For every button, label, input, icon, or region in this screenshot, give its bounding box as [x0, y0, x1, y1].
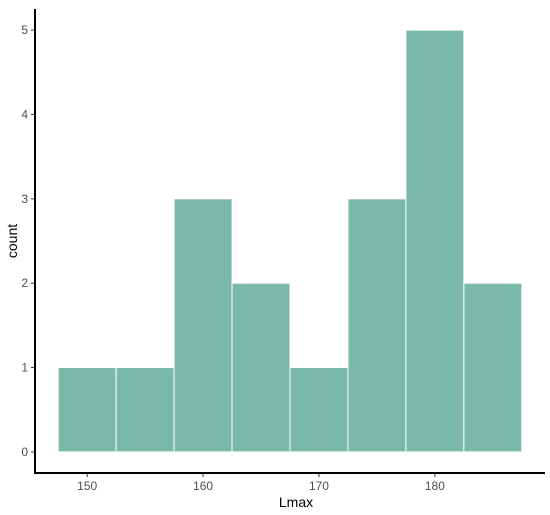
- x-tick-label: 180: [425, 479, 445, 493]
- y-axis-title: count: [4, 224, 20, 258]
- y-tick-label: 5: [21, 23, 28, 37]
- histogram-bar-7: [405, 29, 465, 453]
- y-tick-label: 3: [21, 192, 28, 206]
- histogram-bar-1: [57, 367, 117, 453]
- x-axis-ticks: 150 160 170 180: [77, 473, 445, 493]
- x-axis-title: Lmax: [279, 494, 313, 510]
- y-tick-label: 0: [21, 445, 28, 459]
- y-axis-ticks: 0 1 2 3 4 5: [21, 23, 35, 459]
- histogram-bar-6: [347, 198, 407, 453]
- bars-group: [57, 29, 523, 453]
- y-tick-label: 2: [21, 276, 28, 290]
- histogram-bar-2: [115, 367, 175, 453]
- y-tick-label: 1: [21, 361, 28, 375]
- histogram-bar-4: [231, 282, 291, 453]
- x-tick-label: 160: [193, 479, 213, 493]
- y-tick-label: 4: [21, 107, 28, 121]
- x-tick-label: 170: [309, 479, 329, 493]
- x-tick-label: 150: [77, 479, 97, 493]
- histogram-bar-8: [463, 282, 523, 453]
- histogram-bar-3: [173, 198, 233, 453]
- histogram-bar-5: [289, 367, 349, 453]
